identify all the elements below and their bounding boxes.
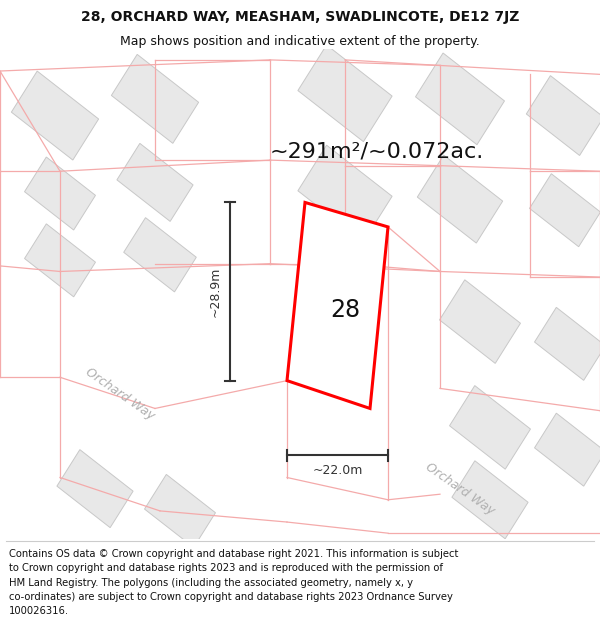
Text: Contains OS data © Crown copyright and database right 2021. This information is : Contains OS data © Crown copyright and d… xyxy=(9,549,458,559)
Text: 28: 28 xyxy=(331,298,361,322)
Polygon shape xyxy=(452,461,528,539)
Text: HM Land Registry. The polygons (including the associated geometry, namely x, y: HM Land Registry. The polygons (includin… xyxy=(9,578,413,587)
Polygon shape xyxy=(25,224,95,297)
Polygon shape xyxy=(526,76,600,156)
Text: ~28.9m: ~28.9m xyxy=(209,266,222,317)
Polygon shape xyxy=(57,449,133,528)
Polygon shape xyxy=(124,217,196,292)
Polygon shape xyxy=(535,308,600,381)
Polygon shape xyxy=(287,202,388,409)
Polygon shape xyxy=(449,386,530,469)
Polygon shape xyxy=(298,45,392,142)
Polygon shape xyxy=(145,474,215,548)
Polygon shape xyxy=(112,54,199,143)
Text: to Crown copyright and database rights 2023 and is reproduced with the permissio: to Crown copyright and database rights 2… xyxy=(9,563,443,573)
Polygon shape xyxy=(530,174,600,247)
Text: 28, ORCHARD WAY, MEASHAM, SWADLINCOTE, DE12 7JZ: 28, ORCHARD WAY, MEASHAM, SWADLINCOTE, D… xyxy=(81,10,519,24)
Text: 100026316.: 100026316. xyxy=(9,606,69,616)
Polygon shape xyxy=(535,413,600,486)
Text: Map shows position and indicative extent of the property.: Map shows position and indicative extent… xyxy=(120,35,480,48)
Polygon shape xyxy=(11,71,98,160)
Polygon shape xyxy=(440,280,520,363)
Text: Orchard Way: Orchard Way xyxy=(423,460,497,518)
Polygon shape xyxy=(418,155,503,243)
Text: ~291m²/~0.072ac.: ~291m²/~0.072ac. xyxy=(270,141,484,161)
Polygon shape xyxy=(25,157,95,230)
Text: co-ordinates) are subject to Crown copyright and database rights 2023 Ordnance S: co-ordinates) are subject to Crown copyr… xyxy=(9,592,453,602)
Polygon shape xyxy=(298,145,392,242)
Polygon shape xyxy=(416,53,505,145)
Text: ~22.0m: ~22.0m xyxy=(313,464,362,477)
Polygon shape xyxy=(117,143,193,221)
Text: Orchard Way: Orchard Way xyxy=(83,366,157,423)
